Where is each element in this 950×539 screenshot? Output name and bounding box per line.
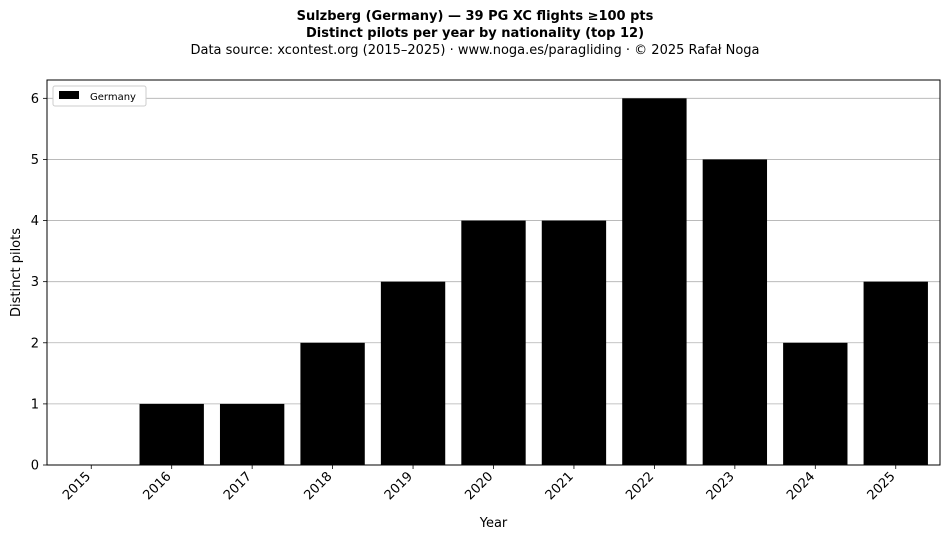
bar-2019	[380, 281, 446, 465]
bar-2022	[622, 98, 687, 465]
bar-2017	[219, 403, 285, 465]
y-tick-label: 0	[31, 459, 39, 474]
bar-2023	[702, 159, 768, 465]
bar-2016	[139, 403, 204, 465]
x-tick-label: 2016	[141, 469, 175, 503]
x-tick-label: 2024	[784, 469, 818, 503]
y-tick-label: 1	[31, 397, 39, 412]
x-tick-label: 2015	[60, 469, 94, 503]
chart-source-line: Data source: xcontest.org (2015–2025) · …	[190, 43, 760, 58]
legend-swatch-germany	[59, 91, 79, 99]
bar-2025	[863, 281, 928, 465]
chart-title-line1: Sulzberg (Germany) — 39 PG XC flights ≥1…	[296, 9, 654, 24]
x-tick-label: 2021	[543, 469, 577, 503]
bars	[139, 98, 928, 465]
y-axis: 0 1 2 3 4 5 6	[31, 92, 47, 474]
bar-2021	[541, 220, 607, 465]
legend-label-germany: Germany	[90, 92, 136, 103]
x-tick-label: 2022	[623, 469, 657, 503]
y-tick-label: 2	[31, 336, 39, 351]
bar-2020	[461, 220, 526, 465]
x-axis-label: Year	[479, 516, 508, 531]
y-tick-label: 3	[31, 275, 39, 290]
bar-2024	[783, 342, 848, 465]
x-axis: 2015 2016 2017 2018 2019 2020 2021 2022 2023 2024…	[60, 465, 899, 503]
x-tick-label: 2025	[865, 469, 899, 503]
x-tick-label: 2019	[382, 469, 416, 503]
bar-2018	[300, 342, 365, 465]
x-tick-label: 2018	[301, 469, 335, 503]
x-tick-label: 2017	[221, 469, 255, 503]
y-tick-label: 5	[31, 153, 39, 168]
legend: Germany	[52, 85, 147, 107]
x-tick-label: 2020	[462, 469, 496, 503]
y-tick-label: 4	[31, 214, 39, 229]
y-axis-label: Distinct pilots	[9, 228, 24, 317]
x-tick-label: 2023	[704, 469, 738, 503]
chart-title-line2: Distinct pilots per year by nationality …	[305, 26, 645, 41]
y-tick-label: 6	[31, 92, 39, 107]
